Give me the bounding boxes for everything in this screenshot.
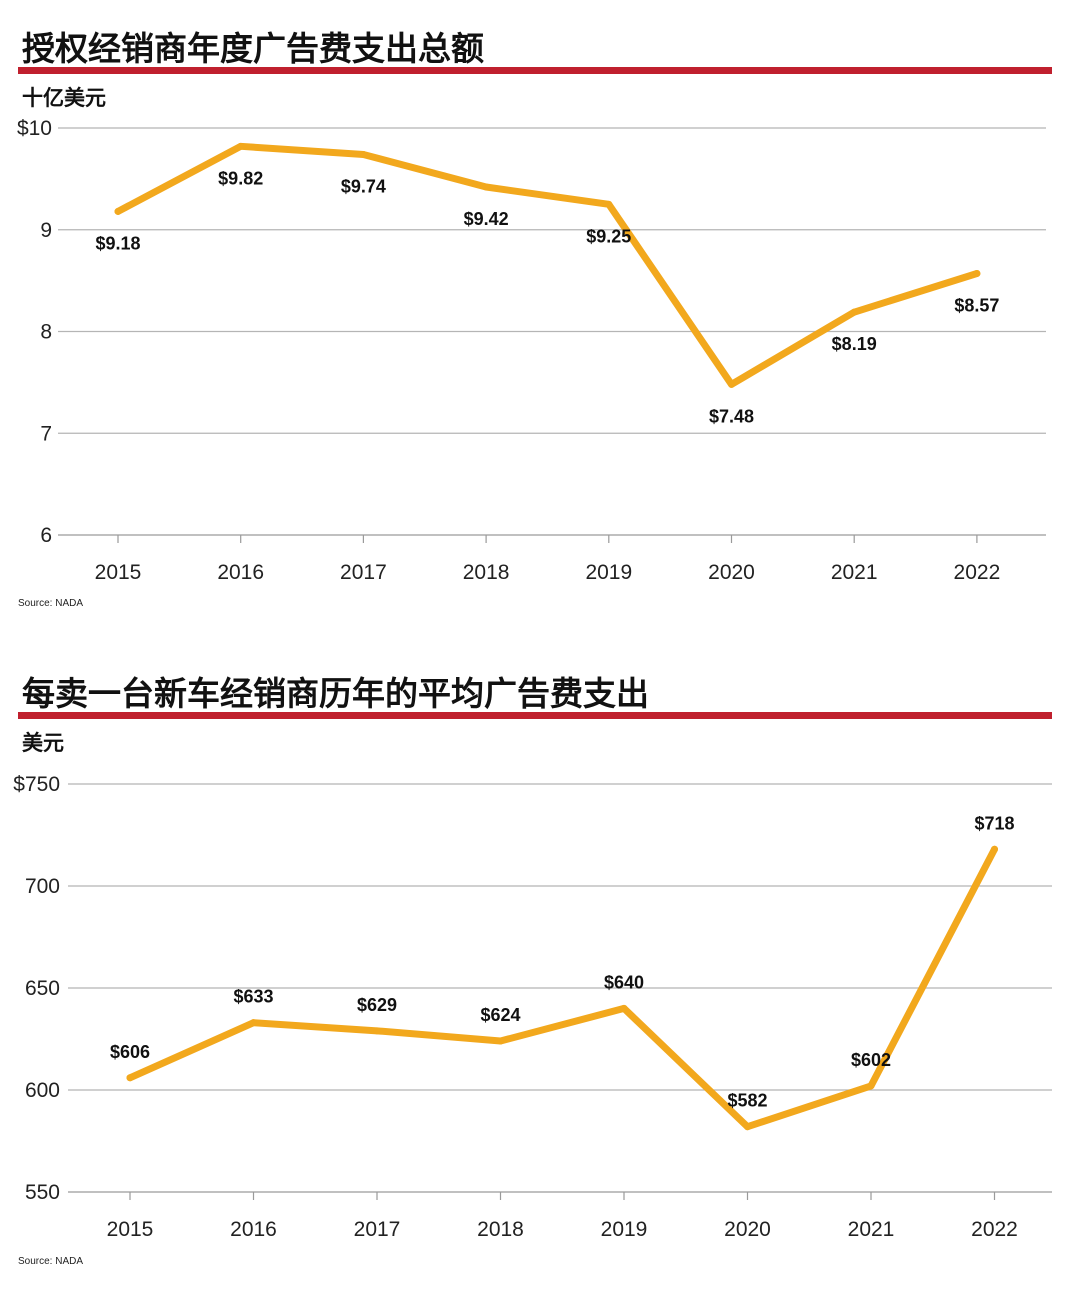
x-tick-label: 2015	[107, 1218, 154, 1241]
y-tick-label: 550	[25, 1181, 60, 1204]
y-tick-label: $10	[17, 117, 52, 140]
data-point	[126, 1074, 134, 1082]
data-point	[744, 1123, 751, 1131]
series-line	[114, 142, 981, 388]
x-tick-label: 2019	[585, 561, 632, 584]
y-tick-label: 7	[40, 422, 52, 445]
x-tick-label: 2017	[354, 1218, 401, 1241]
x-tick-label: 2021	[831, 561, 878, 584]
chart-title: 授权经销商年度广告费支出总额	[22, 29, 484, 68]
x-tick-label: 2017	[340, 561, 387, 584]
data-label: $7.48	[709, 406, 754, 426]
data-label: $582	[727, 1091, 767, 1111]
line-chart-svg: $10 9 8 7 6 2015 2016 2017 2018 2019 2020 2021 2022 $…	[17, 117, 1046, 584]
data-point	[850, 308, 858, 316]
data-label: $9.42	[464, 209, 509, 229]
data-point	[973, 270, 981, 278]
x-tick-label: 2015	[95, 561, 142, 584]
chart-total-ad-spend: 授权经销商年度广告费支出总额 十亿美元 $10 9 8 7 6 2015 2016 2017 2…	[0, 0, 1080, 640]
y-tick-label: $750	[13, 773, 60, 796]
y-tick-label: 6	[40, 524, 52, 547]
source-note: Source: NADA	[18, 598, 84, 609]
data-label: $8.57	[954, 296, 999, 316]
data-point	[482, 183, 490, 191]
x-tick-label: 2016	[217, 561, 264, 584]
data-label: $606	[110, 1042, 150, 1062]
data-point	[237, 142, 245, 150]
data-label: $8.19	[832, 334, 877, 354]
series-line	[126, 845, 998, 1131]
data-point	[114, 207, 122, 215]
y-tick-label: 650	[25, 977, 60, 1000]
data-label: $9.74	[341, 176, 386, 196]
y-tick-label: 700	[25, 875, 60, 898]
y-tick-label: 8	[40, 321, 52, 344]
data-point	[728, 380, 735, 388]
data-label: $624	[480, 1005, 520, 1025]
x-tick-label: 2022	[971, 1218, 1018, 1241]
data-label: $9.82	[218, 168, 263, 188]
data-point	[991, 845, 998, 853]
chart-ad-spend-per-vehicle: 每卖一台新车经销商历年的平均广告费支出 美元 $750 700 650 600 550 2…	[0, 645, 1080, 1289]
source-note: Source: NADA	[18, 1256, 84, 1267]
data-label: $629	[357, 995, 397, 1015]
x-tick-label: 2020	[708, 561, 755, 584]
line-chart-svg: $750 700 650 600 550 2015 2016 2017 2018 2019 2020…	[13, 773, 1052, 1241]
y-tick-label: 600	[25, 1079, 60, 1102]
data-label: $633	[233, 987, 273, 1007]
title-rule	[18, 67, 1052, 74]
data-label: $9.25	[586, 226, 631, 246]
x-tick-label: 2016	[230, 1218, 277, 1241]
data-point	[620, 1004, 628, 1012]
data-label: $602	[851, 1050, 891, 1070]
x-tick-label: 2018	[477, 1218, 524, 1241]
data-point	[867, 1082, 875, 1090]
data-point	[359, 150, 367, 158]
data-point	[497, 1037, 504, 1045]
data-point	[373, 1027, 381, 1035]
x-tick-label: 2019	[601, 1218, 648, 1241]
data-label: $9.18	[95, 233, 140, 253]
y-tick-label: 9	[40, 219, 52, 242]
data-label: $718	[974, 813, 1014, 833]
x-tick-label: 2021	[848, 1218, 895, 1241]
x-tick-label: 2018	[463, 561, 510, 584]
y-axis-unit-label: 美元	[22, 731, 64, 755]
chart-title: 每卖一台新车经销商历年的平均广告费支出	[22, 674, 649, 713]
y-axis-unit-label: 十亿美元	[22, 86, 106, 110]
data-point	[250, 1019, 257, 1027]
title-rule	[18, 712, 1052, 719]
data-point	[605, 200, 613, 208]
x-tick-label: 2020	[724, 1218, 771, 1241]
x-tick-label: 2022	[954, 561, 1001, 584]
data-label: $640	[604, 972, 644, 992]
